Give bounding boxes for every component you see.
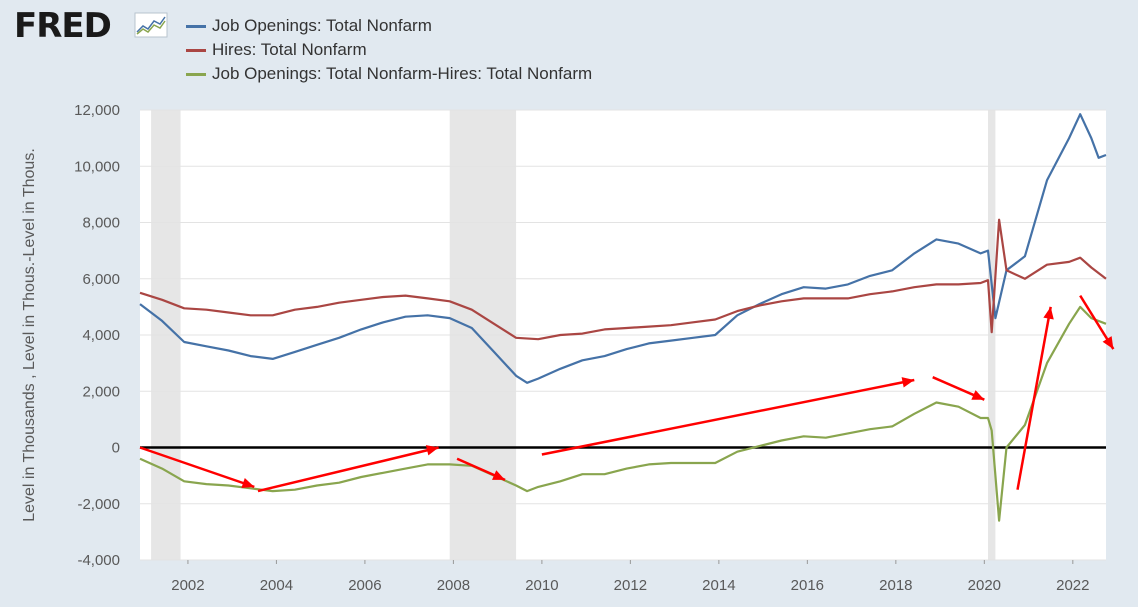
series-line-2 (139, 218, 1107, 341)
annotation-arrow (541, 378, 915, 456)
y-tick-label: 8,000 (82, 215, 120, 232)
annotation-arrowhead (241, 477, 255, 489)
y-tick-label: 0 (112, 440, 120, 457)
x-tick-label: 2014 (702, 577, 735, 594)
annotation-arrow (139, 446, 255, 489)
x-tick-label: 2020 (968, 577, 1001, 594)
y-tick-label: 2,000 (82, 383, 120, 400)
y-tick-label: -2,000 (77, 496, 120, 513)
y-tick-label: 12,000 (74, 102, 120, 119)
x-tick-label: 2006 (348, 577, 381, 594)
y-tick-label: 6,000 (82, 271, 120, 288)
y-tick-label: 10,000 (74, 158, 120, 175)
annotation-arrowhead (1043, 306, 1054, 320)
legend-label: Hires: Total Nonfarm (212, 40, 367, 59)
annotation-arrowhead (1102, 336, 1114, 350)
legend-swatch (186, 48, 206, 52)
x-tick-label: 2016 (791, 577, 824, 594)
legend-label: Job Openings: Total Nonfarm-Hires: Total… (212, 64, 593, 83)
x-tick-label: 2008 (437, 577, 470, 594)
x-tick-label: 2012 (614, 577, 647, 594)
legend-item[interactable]: Job Openings: Total Nonfarm (186, 14, 592, 38)
series-line-3 (139, 305, 1107, 522)
annotation-arrowhead (971, 390, 985, 400)
legend-swatch (186, 24, 206, 28)
annotation-arrow (257, 446, 439, 493)
fred-chart-icon (134, 12, 168, 38)
x-tick-label: 2022 (1056, 577, 1089, 594)
legend-swatch (186, 72, 206, 76)
y-tick-label: -4,000 (77, 552, 120, 569)
chart-legend: Job Openings: Total Nonfarm Hires: Total … (186, 14, 592, 86)
fred-logo[interactable]: FRED (14, 6, 112, 46)
annotation-arrowhead (425, 445, 439, 456)
x-tick-label: 2004 (260, 577, 293, 594)
annotation-arrowhead (492, 470, 506, 480)
x-tick-label: 2002 (171, 577, 204, 594)
annotation-arrow (1016, 306, 1052, 490)
y-tick-label: 4,000 (82, 327, 120, 344)
x-tick-label: 2010 (525, 577, 558, 594)
legend-label: Job Openings: Total Nonfarm (212, 16, 432, 35)
legend-item[interactable]: Hires: Total Nonfarm (186, 38, 592, 62)
annotation-arrowhead (901, 377, 915, 388)
x-tick-label: 2018 (879, 577, 912, 594)
legend-item[interactable]: Job Openings: Total Nonfarm-Hires: Total… (186, 62, 592, 86)
